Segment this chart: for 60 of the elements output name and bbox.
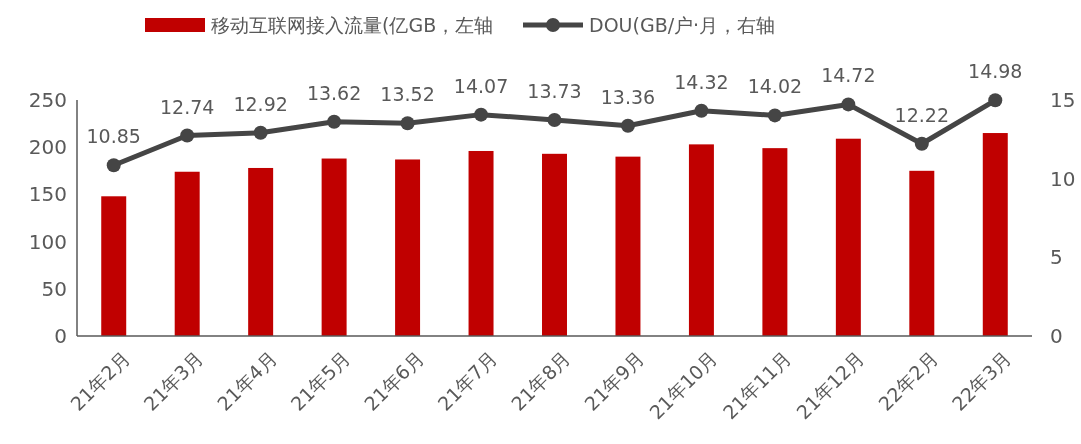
x-tick-label: 21年7月 — [433, 346, 502, 415]
data-label: 14.72 — [821, 64, 876, 87]
y-tick-label: 250 — [28, 88, 67, 112]
bar — [395, 159, 421, 336]
bar — [688, 144, 714, 336]
data-label: 14.98 — [968, 60, 1023, 83]
bar — [762, 148, 788, 336]
data-label: 13.62 — [306, 81, 362, 104]
y-tick-label: 150 — [28, 182, 67, 207]
x-tick-label: 22年3月 — [947, 346, 1016, 415]
x-tick-label: 21年8月 — [506, 346, 575, 415]
point — [180, 128, 195, 143]
y2-tick-label: 0 — [1050, 324, 1063, 348]
point — [106, 158, 121, 173]
y2-tick-label: 5 — [1050, 245, 1063, 270]
point — [841, 97, 856, 112]
bar — [174, 171, 200, 336]
x-tick-label: 21年6月 — [359, 346, 428, 415]
point — [914, 136, 929, 151]
data-label: 13.73 — [527, 79, 582, 102]
bar — [321, 158, 347, 336]
point — [988, 93, 1003, 108]
bar — [542, 153, 567, 336]
point — [253, 125, 268, 140]
data-label: 12.92 — [233, 92, 288, 115]
x-tick-label: 21年4月 — [212, 346, 281, 415]
bar — [248, 167, 274, 336]
y-tick-label: 0 — [54, 324, 67, 348]
data-label: 12.74 — [159, 95, 215, 118]
data-label: 13.52 — [380, 83, 435, 106]
data-label: 13.36 — [600, 85, 656, 108]
y-tick-label: 200 — [28, 135, 67, 160]
data-label: 14.32 — [674, 70, 729, 93]
y-tick-label: 100 — [28, 229, 67, 254]
x-tick-label: 21年2月 — [65, 346, 134, 415]
point — [547, 112, 562, 127]
x-tick-label: 21年5月 — [286, 346, 355, 415]
legend-label: 移动互联网接入流量(亿GB，左轴 — [211, 14, 494, 36]
y2-tick-label: 15 — [1050, 88, 1076, 112]
bar — [615, 156, 641, 336]
bar — [835, 138, 861, 336]
point — [400, 116, 415, 131]
x-tick-label: 21年3月 — [139, 346, 208, 415]
y2-tick-label: 10 — [1050, 166, 1076, 191]
x-tick-label: 22年2月 — [873, 346, 943, 415]
bar — [982, 133, 1008, 336]
point — [474, 107, 489, 122]
y-tick-label: 50 — [41, 276, 67, 301]
data-label: 14.02 — [747, 75, 803, 98]
point — [620, 118, 635, 133]
point — [327, 114, 342, 129]
point — [767, 108, 782, 123]
bar — [468, 150, 494, 336]
point — [694, 103, 709, 118]
data-label: 12.22 — [894, 103, 950, 126]
bar — [909, 170, 935, 336]
data-label: 14.07 — [453, 74, 509, 97]
data-label: 10.85 — [86, 125, 141, 148]
legend-label: DOU(GB/户·月，右轴 — [589, 14, 776, 36]
bar — [101, 196, 127, 336]
